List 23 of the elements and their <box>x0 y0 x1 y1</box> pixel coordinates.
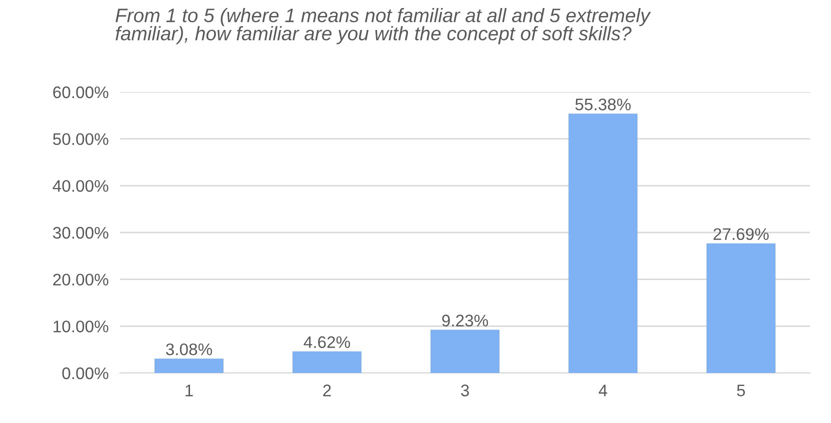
data-label: 55.38% <box>575 98 631 110</box>
y-tick-label: 40.00% <box>52 180 108 192</box>
y-tick-label: 60.00% <box>53 86 108 98</box>
x-tick-label: 4 <box>598 384 608 396</box>
y-tick-label: 0.00% <box>62 367 108 380</box>
x-tick-label: 5 <box>737 384 745 396</box>
bar <box>706 243 776 373</box>
bar <box>292 351 362 373</box>
bar <box>568 114 638 373</box>
y-tick-label: 10.00% <box>54 320 108 332</box>
y-tick-label: 20.00% <box>53 274 108 286</box>
x-tick-label: 3 <box>461 384 469 396</box>
data-label: 4.62% <box>304 336 350 348</box>
data-label: 3.08% <box>166 343 212 356</box>
data-label: 27.69% <box>714 228 769 240</box>
bar <box>430 330 500 373</box>
bar <box>154 358 224 373</box>
y-tick-label: 30.00% <box>53 226 108 239</box>
y-tick-label: 50.00% <box>53 133 108 146</box>
chart-title: From 1 to 5 (where 1 means not familiar at all and 5 extremely familiar), how familiar are you with the concept of soft skills? <box>116 8 651 44</box>
x-tick-label: 2 <box>323 384 331 396</box>
x-tick-label: 1 <box>186 384 193 396</box>
data-label: 9.23% <box>442 314 488 326</box>
